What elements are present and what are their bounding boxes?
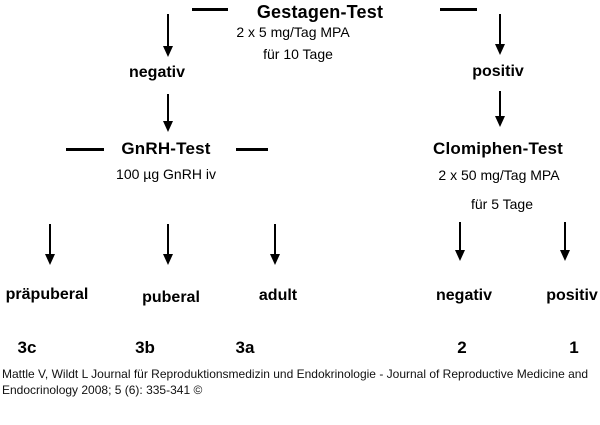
arrow-outcome-negativ: [459, 222, 461, 250]
citation-line-1: Mattle V, Wildt L Journal für Reprodukti…: [2, 367, 589, 381]
gnrh-test-title: GnRH-Test: [121, 139, 211, 158]
outcome-adult-label: adult: [258, 287, 298, 304]
gestagen-test-title: Gestagen-Test: [256, 2, 384, 22]
connector-dash-top-right: [440, 8, 477, 11]
arrow-outcome-positiv: [564, 222, 566, 250]
outcome-puberal-label: puberal: [142, 289, 200, 306]
code-3b: 3b: [135, 338, 155, 357]
arrow-outcome-adult: [274, 224, 276, 254]
citation: Mattle V, Wildt L Journal für Reprodukti…: [2, 366, 598, 398]
clomiphen-test-dose: 2 x 50 mg/Tag MPA: [438, 167, 560, 183]
outcome-praepuberal-label: präpuberal: [5, 286, 89, 303]
clomiphen-test-duration: für 5 Tage: [470, 196, 534, 212]
code-3c: 3c: [17, 338, 37, 357]
code-3a: 3a: [235, 338, 255, 357]
citation-line-2: Endocrinology 2008; 5 (6): 335-341 ©: [2, 383, 203, 397]
connector-dash-top-left: [192, 8, 228, 11]
result-negativ-label: negativ: [128, 64, 186, 81]
arrow-outcome-puberal: [167, 224, 169, 254]
gnrh-dash-left: [66, 148, 104, 151]
outcome-positiv-label: positiv: [546, 287, 598, 304]
arrow-gestagen-to-negativ: [167, 14, 169, 46]
clomiphen-test-title: Clomiphen-Test: [433, 139, 563, 158]
outcome-negativ-label: negativ: [435, 287, 493, 304]
gnrh-dash-right: [236, 148, 268, 151]
arrow-positiv-to-clomiphen: [499, 91, 501, 116]
gestagen-test-dose: 2 x 5 mg/Tag MPA: [236, 24, 350, 40]
result-positiv-label: positiv: [472, 63, 524, 80]
arrow-gestagen-to-positiv: [499, 14, 501, 44]
arrow-negativ-to-gnrh: [167, 94, 169, 121]
gestagen-test-duration: für 10 Tage: [263, 46, 333, 62]
arrow-outcome-praepuberal: [49, 224, 51, 254]
code-1: 1: [569, 338, 579, 357]
gnrh-test-dose: 100 µg GnRH iv: [116, 166, 216, 182]
code-2: 2: [457, 338, 467, 357]
